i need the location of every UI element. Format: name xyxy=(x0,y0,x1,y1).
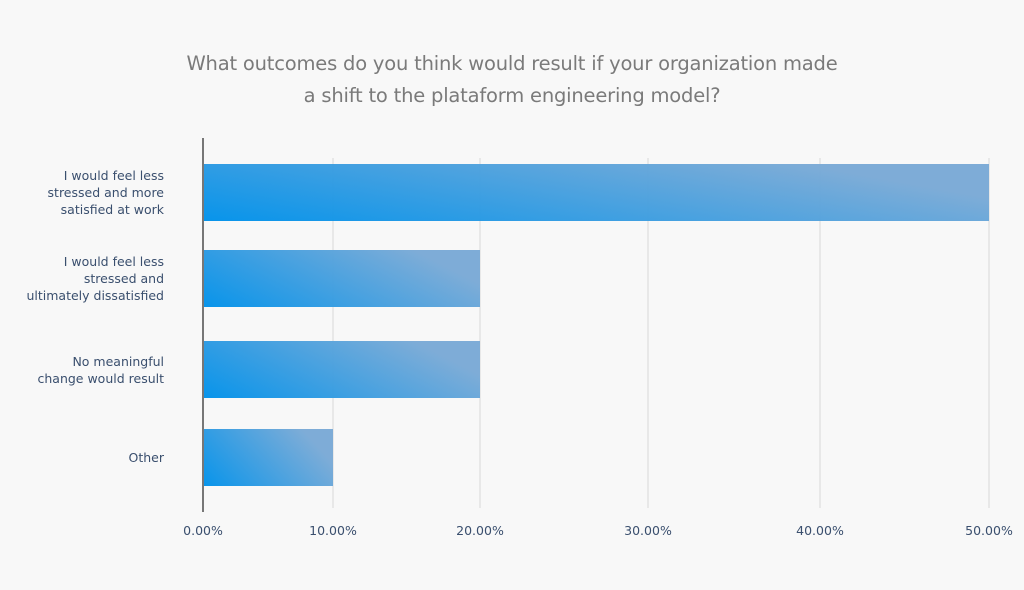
category-label-2: No meaningful change would result xyxy=(0,353,164,387)
bar-2 xyxy=(203,341,480,398)
category-label-line: ultimately dissatisfied xyxy=(26,288,164,303)
category-label-line: stressed and xyxy=(83,271,164,286)
category-label-3: Other xyxy=(0,449,165,466)
category-label-line: No meaningful xyxy=(72,353,164,369)
x-tick-label-30: 30.00% xyxy=(624,523,672,538)
category-label-1: I would feel less stressed and ultimately … xyxy=(0,253,164,304)
category-label-line: stressed and more xyxy=(47,185,164,200)
bar-3 xyxy=(203,429,333,486)
category-label-line: change would result xyxy=(37,370,164,386)
category-label-line: I would feel less xyxy=(63,254,164,269)
x-tick-label-0: 0.00% xyxy=(183,523,223,538)
x-tick-label-50: 50.00% xyxy=(965,523,1013,538)
bars xyxy=(203,164,989,486)
category-label-0: I would feel less stressed and more satisf… xyxy=(0,167,164,218)
category-label-line: I would feel less xyxy=(63,168,164,183)
category-label-line: Other xyxy=(128,450,165,465)
bar-0 xyxy=(203,164,989,221)
chart-title-line-2: a shift to the plataform engineering mod… xyxy=(303,84,721,107)
x-tick-label-40: 40.00% xyxy=(796,523,844,538)
x-tick-label-10: 10.00% xyxy=(309,523,357,538)
chart-title: What outcomes do you think would result … xyxy=(0,48,1024,112)
chart-title-line-1: What outcomes do you think would result … xyxy=(186,52,838,75)
category-label-line: satisfied at work xyxy=(60,202,164,217)
x-tick-label-20: 20.00% xyxy=(456,523,504,538)
bar-1 xyxy=(203,250,480,307)
